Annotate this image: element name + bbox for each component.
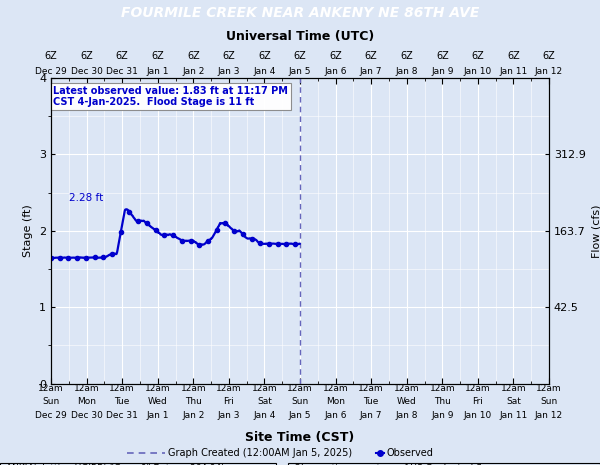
Text: Jan 1: Jan 1 xyxy=(146,67,169,76)
Text: 6Z: 6Z xyxy=(116,51,128,61)
Text: 6Z: 6Z xyxy=(258,51,271,61)
Text: Observed: Observed xyxy=(386,448,433,458)
Text: 6Z: 6Z xyxy=(507,51,520,61)
Text: 6Z: 6Z xyxy=(329,51,342,61)
Y-axis label: Flow (cfs): Flow (cfs) xyxy=(591,204,600,258)
Text: 6Z: 6Z xyxy=(187,51,200,61)
Text: Sun: Sun xyxy=(292,398,308,406)
Text: Jan 12: Jan 12 xyxy=(535,67,563,76)
Text: 12am: 12am xyxy=(500,385,526,393)
Text: 12am: 12am xyxy=(109,385,135,393)
Text: Mon: Mon xyxy=(77,398,96,406)
Text: Jan 8: Jan 8 xyxy=(395,411,418,419)
Text: Tue: Tue xyxy=(364,398,379,406)
Text: Fri: Fri xyxy=(472,398,483,406)
Text: Sun: Sun xyxy=(541,398,557,406)
Text: Jan 7: Jan 7 xyxy=(360,67,382,76)
Text: Observations courtesy of US Geological Survey: Observations courtesy of US Geological S… xyxy=(294,464,508,465)
Text: 6Z: 6Z xyxy=(80,51,93,61)
Text: 6Z: 6Z xyxy=(151,51,164,61)
Text: Jan 3: Jan 3 xyxy=(218,411,240,419)
Text: Jan 8: Jan 8 xyxy=(395,67,418,76)
Text: 12am: 12am xyxy=(287,385,313,393)
Text: Jan 3: Jan 3 xyxy=(218,67,240,76)
Text: Wed: Wed xyxy=(148,398,167,406)
Text: Jan 7: Jan 7 xyxy=(360,411,382,419)
Text: Site Time (CST): Site Time (CST) xyxy=(245,431,355,444)
Text: Sun: Sun xyxy=(43,398,59,406)
Text: 6Z: 6Z xyxy=(293,51,307,61)
Text: 12am: 12am xyxy=(465,385,491,393)
Y-axis label: Stage (ft): Stage (ft) xyxy=(23,205,34,257)
Text: 6Z: 6Z xyxy=(472,51,484,61)
Text: Jan 11: Jan 11 xyxy=(499,411,527,419)
Text: Jan 11: Jan 11 xyxy=(499,67,527,76)
Text: Fri: Fri xyxy=(223,398,234,406)
Text: Thu: Thu xyxy=(434,398,451,406)
Text: Dec 30: Dec 30 xyxy=(71,411,103,419)
Text: Sat: Sat xyxy=(257,398,272,406)
Text: Jan 12: Jan 12 xyxy=(535,411,563,419)
Text: Mon: Mon xyxy=(326,398,345,406)
Text: FOURMILE CREEK NEAR ANKENY NE 86TH AVE: FOURMILE CREEK NEAR ANKENY NE 86TH AVE xyxy=(121,7,479,20)
Text: Jan 6: Jan 6 xyxy=(325,411,347,419)
Text: 6Z: 6Z xyxy=(542,51,556,61)
Text: Jan 4: Jan 4 xyxy=(253,67,275,76)
Text: 12am: 12am xyxy=(38,385,64,393)
Text: 6Z: 6Z xyxy=(436,51,449,61)
Text: 6Z: 6Z xyxy=(365,51,377,61)
Text: 6Z: 6Z xyxy=(223,51,235,61)
Text: 12am: 12am xyxy=(181,385,206,393)
Text: Dec 29: Dec 29 xyxy=(35,67,67,76)
Text: 6Z: 6Z xyxy=(400,51,413,61)
Bar xyxy=(0,463,276,465)
Text: Wed: Wed xyxy=(397,398,416,406)
Text: 12am: 12am xyxy=(251,385,277,393)
Text: Jan 9: Jan 9 xyxy=(431,411,454,419)
Text: 6Z: 6Z xyxy=(44,51,58,61)
Text: Jan 5: Jan 5 xyxy=(289,67,311,76)
Text: Sat: Sat xyxy=(506,398,521,406)
Text: 12am: 12am xyxy=(216,385,242,393)
Text: 2.28 ft: 2.28 ft xyxy=(70,193,104,203)
Text: Jan 1: Jan 1 xyxy=(146,411,169,419)
Text: 12am: 12am xyxy=(394,385,419,393)
Text: 12am: 12am xyxy=(358,385,384,393)
Text: Jan 2: Jan 2 xyxy=(182,411,205,419)
Text: Dec 29: Dec 29 xyxy=(35,411,67,419)
Text: ANKI4(plotting HGIRR) "Gage 0" Datum: 864.94': ANKI4(plotting HGIRR) "Gage 0" Datum: 86… xyxy=(6,464,224,465)
Text: Dec 30: Dec 30 xyxy=(71,67,103,76)
Text: 12am: 12am xyxy=(430,385,455,393)
Text: Jan 9: Jan 9 xyxy=(431,67,454,76)
Text: Jan 6: Jan 6 xyxy=(325,67,347,76)
Text: 12am: 12am xyxy=(74,385,100,393)
Text: Latest observed value: 1.83 ft at 11:17 PM
CST 4-Jan-2025.  Flood Stage is 11 ft: Latest observed value: 1.83 ft at 11:17 … xyxy=(53,86,289,107)
Text: 12am: 12am xyxy=(323,385,349,393)
Text: Jan 10: Jan 10 xyxy=(464,67,492,76)
Text: 12am: 12am xyxy=(536,385,562,393)
Text: Jan 10: Jan 10 xyxy=(464,411,492,419)
Text: Jan 2: Jan 2 xyxy=(182,67,205,76)
Text: Tue: Tue xyxy=(115,398,130,406)
Text: Dec 31: Dec 31 xyxy=(106,67,138,76)
Text: Thu: Thu xyxy=(185,398,202,406)
Text: Dec 31: Dec 31 xyxy=(106,411,138,419)
Text: Graph Created (12:00AM Jan 5, 2025): Graph Created (12:00AM Jan 5, 2025) xyxy=(168,448,352,458)
Text: Universal Time (UTC): Universal Time (UTC) xyxy=(226,30,374,43)
Text: Jan 4: Jan 4 xyxy=(253,411,275,419)
Text: Jan 5: Jan 5 xyxy=(289,411,311,419)
Bar xyxy=(288,463,600,465)
Text: 12am: 12am xyxy=(145,385,170,393)
